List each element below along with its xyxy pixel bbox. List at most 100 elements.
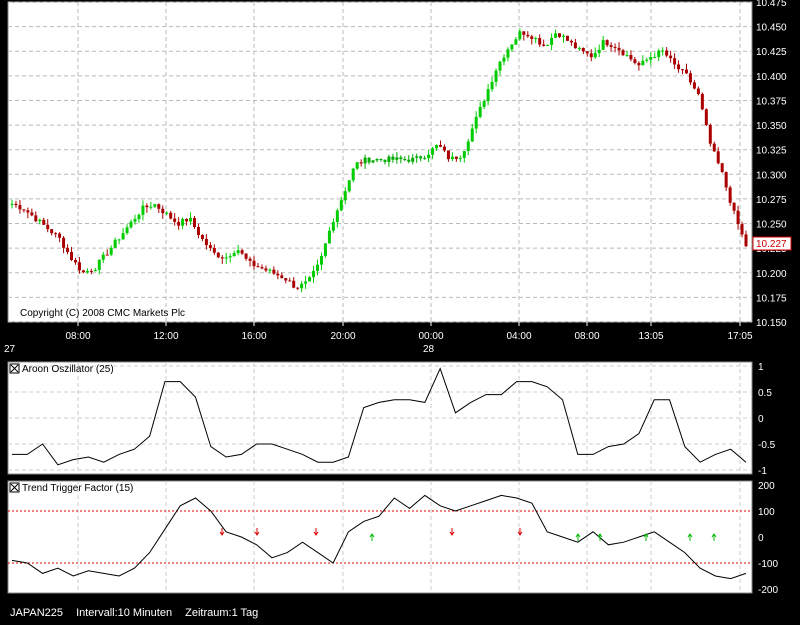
candle-body — [200, 234, 204, 239]
candle-body — [431, 148, 435, 155]
candle-body — [145, 205, 149, 208]
buy-signal-arrow — [711, 533, 717, 541]
candle-body — [423, 158, 427, 160]
candle-body — [62, 237, 66, 248]
candle-body — [177, 221, 181, 226]
last-price-box — [752, 236, 792, 251]
candle-body — [673, 58, 677, 65]
candle-body — [66, 247, 70, 252]
candle-body — [669, 55, 673, 59]
candle-body — [30, 212, 34, 216]
candle-body — [185, 218, 189, 222]
candle-body — [347, 180, 351, 192]
candle-body — [129, 221, 133, 228]
candle-body — [700, 93, 704, 110]
candle-body — [133, 219, 137, 222]
candle-body — [264, 268, 268, 271]
candle-body — [193, 217, 197, 227]
candle-body — [331, 222, 335, 231]
y-tick-label: 0.5 — [758, 388, 772, 399]
ttf-close-icon-x — [10, 483, 19, 492]
candle-body — [442, 146, 446, 151]
candle-body — [161, 208, 165, 214]
sell-signal-arrow — [449, 528, 455, 536]
candle-body — [494, 70, 498, 82]
candle-body — [284, 278, 288, 281]
candle-body — [42, 219, 46, 225]
candle-body — [585, 51, 589, 54]
candle-body — [316, 264, 320, 271]
y-tick-label: 10.400 — [756, 72, 787, 83]
candle-body — [288, 280, 292, 282]
candle-body — [77, 262, 81, 271]
candle-body — [633, 59, 637, 63]
candle-body — [740, 224, 744, 235]
candle-body — [304, 281, 308, 284]
candle-body — [407, 159, 411, 162]
y-tick-label: 200 — [758, 481, 775, 492]
candle-body — [696, 88, 700, 94]
buy-signal-arrow — [643, 533, 649, 541]
ttf-line — [11, 494, 747, 580]
x-tick-label: 04:00 — [506, 331, 531, 342]
candle-body — [446, 150, 450, 160]
candle-body — [391, 156, 395, 160]
candle-body — [101, 254, 105, 260]
candle-body — [470, 128, 474, 142]
candle-body — [450, 156, 454, 160]
sell-signal-arrow — [313, 528, 319, 536]
candle-body — [546, 45, 550, 47]
candle-body — [141, 205, 145, 215]
sell-signal-arrow — [219, 528, 225, 536]
candle-body — [534, 38, 538, 40]
candle-body — [657, 50, 661, 57]
x-tick-label: 13:05 — [638, 331, 663, 342]
ttf-title: Trend Trigger Factor (15) — [22, 483, 133, 494]
candle-body — [526, 34, 530, 37]
candle-body — [399, 157, 403, 160]
candle-body — [256, 266, 260, 268]
candle-body — [268, 269, 272, 271]
candle-body — [653, 56, 657, 58]
candle-body — [85, 271, 89, 273]
aroon-close-icon-x — [10, 364, 19, 373]
candle-body — [196, 226, 200, 235]
candle-body — [577, 47, 581, 49]
candle-body — [113, 239, 117, 248]
x-tick-label: 08:00 — [574, 331, 599, 342]
candle-body — [538, 38, 542, 45]
candle-body — [708, 125, 712, 144]
candle-body — [387, 156, 391, 162]
candle-body — [125, 227, 129, 234]
candle-body — [300, 283, 304, 289]
y-tick-label: 10.300 — [756, 170, 787, 181]
candle-body — [661, 50, 665, 52]
candle-body — [601, 40, 605, 50]
candle-body — [169, 212, 173, 219]
candle-body — [204, 238, 208, 246]
aroon-line — [12, 367, 747, 466]
candle-body — [89, 271, 93, 273]
y-tick-label: 10.200 — [756, 269, 787, 280]
candle-body — [97, 259, 101, 270]
y-tick-label: -200 — [758, 585, 778, 596]
candle-body — [502, 57, 506, 62]
candle-body — [649, 57, 653, 60]
candle-body — [704, 109, 708, 126]
candle-body — [216, 252, 220, 258]
candle-body — [415, 156, 419, 158]
candle-body — [363, 157, 367, 164]
y-tick-label: -100 — [758, 559, 778, 570]
candle-body — [272, 269, 276, 274]
candle-body — [684, 69, 688, 74]
candle-body — [466, 141, 470, 152]
candle-body — [244, 253, 248, 259]
y-tick-label: 10.150 — [756, 318, 787, 329]
y-tick-label: 10.350 — [756, 121, 787, 132]
candle-body — [427, 154, 431, 159]
candle-body — [14, 203, 18, 206]
candle-body — [514, 39, 518, 45]
x-tick-label: 20:00 — [330, 331, 355, 342]
candle-body — [458, 157, 462, 159]
candle-body — [58, 233, 62, 238]
